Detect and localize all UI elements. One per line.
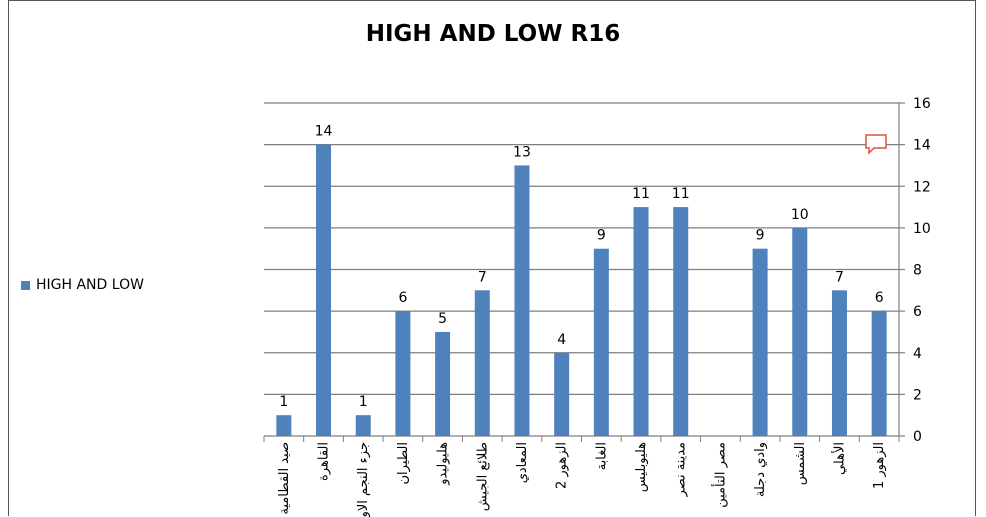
chart-title: HIGH AND LOW R16 bbox=[365, 21, 621, 47]
bar-value-label: 11 bbox=[672, 186, 690, 202]
bar bbox=[435, 331, 451, 436]
chart-frame: HIGH AND LOW R16 HIGH AND LOW bbox=[8, 0, 976, 516]
bar-value-label: 14 bbox=[315, 124, 333, 140]
bar-value-label: 5 bbox=[438, 311, 447, 327]
x-tick-label: طلائع الجيش bbox=[475, 442, 490, 511]
bar bbox=[752, 248, 768, 436]
x-tick-label: الطيران bbox=[396, 442, 411, 485]
bar-value-label: 7 bbox=[478, 269, 487, 285]
x-tick-label: صيد القطامية bbox=[277, 442, 292, 515]
bar bbox=[593, 248, 609, 436]
bar-labels: 1 14 1 6 5 7 13 4 9 11 11 9 10 7 6 bbox=[279, 124, 883, 411]
x-tick-label: هليوبليس bbox=[634, 442, 649, 492]
y-tick-label: 8 bbox=[913, 263, 922, 279]
bar-value-label: 6 bbox=[398, 290, 407, 306]
x-tick-label: الشمس bbox=[793, 442, 808, 485]
x-tick-label: المعادي bbox=[515, 442, 530, 483]
x-tick-label: الغابة bbox=[594, 442, 609, 470]
comment-icon[interactable] bbox=[865, 134, 887, 155]
bar bbox=[514, 165, 530, 436]
bar-value-label: 9 bbox=[597, 228, 606, 244]
gridlines bbox=[263, 102, 905, 442]
y-tick-label: 16 bbox=[913, 96, 931, 112]
bar bbox=[395, 311, 411, 436]
bar bbox=[276, 415, 292, 436]
bar bbox=[633, 207, 649, 436]
bar bbox=[792, 227, 808, 436]
x-tick-label: القاهرة bbox=[317, 442, 332, 481]
x-tick-label: الزهور 2 bbox=[555, 442, 570, 489]
bars bbox=[276, 144, 887, 436]
legend-label: HIGH AND LOW bbox=[36, 277, 144, 293]
bar-value-label: 1 bbox=[359, 394, 368, 410]
bar bbox=[554, 352, 570, 436]
bar bbox=[474, 290, 490, 436]
y-tick-label: 12 bbox=[913, 179, 931, 195]
x-tick-label: مدينة نصر bbox=[674, 442, 689, 498]
y-tick-label: 0 bbox=[913, 429, 922, 445]
legend: HIGH AND LOW bbox=[21, 277, 144, 293]
bar-value-label: 13 bbox=[513, 144, 531, 160]
bar-value-label: 11 bbox=[632, 186, 650, 202]
bar-value-label: 4 bbox=[557, 332, 566, 348]
y-axis-ticks: 0 2 4 6 8 10 12 14 16 bbox=[913, 96, 931, 445]
y-tick-label: 4 bbox=[913, 346, 922, 362]
x-tick-label: الأهلي bbox=[830, 442, 847, 475]
bar-value-label: 10 bbox=[791, 207, 809, 223]
x-tick-label: وادي دجلة bbox=[753, 442, 768, 497]
legend-swatch bbox=[21, 280, 30, 290]
y-tick-label: 10 bbox=[913, 221, 931, 237]
bar-value-label: 6 bbox=[875, 290, 884, 306]
bar-value-label: 9 bbox=[756, 228, 765, 244]
bar bbox=[355, 415, 371, 436]
bar-value-label: 1 bbox=[279, 394, 288, 410]
x-axis-ticks: صيد القطامية القاهرة جزء النجم الاول الطيرا… bbox=[277, 442, 887, 517]
x-tick-label: مصر التأمين bbox=[710, 442, 728, 508]
y-tick-label: 14 bbox=[913, 138, 931, 154]
x-tick-label: جزء النجم الاول bbox=[356, 442, 371, 517]
x-tick-label: الزهور 1 bbox=[872, 442, 887, 489]
bar bbox=[831, 290, 847, 436]
y-tick-label: 6 bbox=[913, 304, 922, 320]
bar bbox=[316, 144, 332, 436]
x-tick-label: هليوليدو bbox=[436, 442, 451, 486]
y-tick-label: 2 bbox=[913, 387, 922, 403]
bar-value-label: 7 bbox=[835, 269, 844, 285]
bar bbox=[871, 311, 887, 436]
bar bbox=[673, 207, 689, 436]
